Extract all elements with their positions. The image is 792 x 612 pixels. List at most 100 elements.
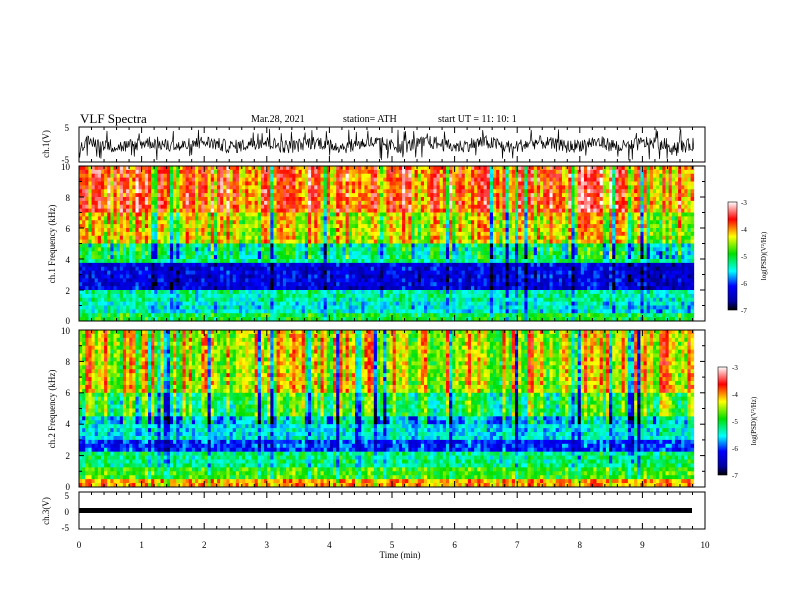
spectrogram-cell bbox=[267, 189, 271, 193]
spectrogram-cell bbox=[277, 220, 281, 224]
spectrogram-cell bbox=[154, 244, 158, 248]
spectrogram-cell bbox=[484, 255, 488, 259]
spectrogram-cell bbox=[593, 216, 597, 220]
spectrogram-cell bbox=[157, 197, 161, 201]
spectrogram-cell bbox=[95, 259, 99, 263]
spectrogram-cell bbox=[226, 255, 230, 259]
spectrogram-cell bbox=[405, 213, 409, 217]
spectrogram-cell bbox=[151, 182, 155, 186]
spectrogram-cell bbox=[622, 216, 626, 220]
spectrogram-cell bbox=[647, 213, 651, 217]
spectrogram-cell bbox=[201, 247, 205, 251]
spectrogram-cell bbox=[691, 205, 695, 209]
spectrogram-cell bbox=[449, 247, 453, 251]
spectrogram-cell bbox=[120, 209, 124, 213]
spectrogram-cell bbox=[117, 170, 121, 174]
spectrogram-cell bbox=[631, 224, 635, 228]
spectrogram-cell bbox=[85, 228, 89, 232]
spectrogram-cell bbox=[402, 170, 406, 174]
spectrogram-cell bbox=[446, 197, 450, 201]
spectrogram-cell bbox=[214, 201, 218, 205]
spectrogram-cell bbox=[245, 240, 249, 244]
spectrogram-cell bbox=[339, 244, 343, 248]
spectrogram-cell bbox=[289, 220, 293, 224]
spectrogram-cell bbox=[396, 170, 400, 174]
spectrogram-cell bbox=[499, 189, 503, 193]
spectrogram-cell bbox=[512, 213, 516, 217]
spectrogram-cell bbox=[615, 224, 619, 228]
spectrogram-cell bbox=[258, 170, 262, 174]
spectrogram-cell bbox=[302, 170, 306, 174]
spectrogram-cell bbox=[625, 213, 629, 217]
spectrogram-cell bbox=[371, 259, 375, 263]
spectrogram-cell bbox=[474, 205, 478, 209]
spectrogram-cell bbox=[659, 209, 663, 213]
spectrogram-cell bbox=[217, 259, 221, 263]
spectrogram-cell bbox=[352, 220, 356, 224]
spectrogram-cell bbox=[126, 205, 130, 209]
spectrogram-cell bbox=[349, 232, 353, 236]
spectrogram-cell bbox=[283, 244, 287, 248]
spectrogram-cell bbox=[88, 197, 92, 201]
spectrogram-cell bbox=[195, 174, 199, 178]
spectrogram-cell bbox=[330, 182, 334, 186]
spectrogram-cell bbox=[104, 251, 108, 255]
spectrogram-cell bbox=[433, 166, 437, 170]
spectrogram-cell bbox=[386, 255, 390, 259]
spectrogram-cell bbox=[691, 201, 695, 205]
spectrogram-cell bbox=[142, 255, 146, 259]
spectrogram-cell bbox=[305, 259, 309, 263]
spectrogram-cell bbox=[590, 185, 594, 189]
spectrogram-cell bbox=[157, 244, 161, 248]
spectrogram-cell bbox=[546, 174, 550, 178]
spectrogram-cell bbox=[302, 236, 306, 240]
spectrogram-cell bbox=[666, 259, 670, 263]
spectrogram-cell bbox=[568, 170, 572, 174]
spectrogram-cell bbox=[364, 240, 368, 244]
spectrogram-cell bbox=[201, 213, 205, 217]
spectrogram-cell bbox=[640, 185, 644, 189]
spectrogram-cell bbox=[211, 247, 215, 251]
spectrogram-cell bbox=[252, 259, 256, 263]
spectrogram-cell bbox=[424, 178, 428, 182]
spectrogram-cell bbox=[377, 178, 381, 182]
spectrogram-cell bbox=[571, 170, 575, 174]
spectrogram-cell bbox=[305, 182, 309, 186]
spectrogram-cell bbox=[327, 209, 331, 213]
spectrogram-cell bbox=[214, 170, 218, 174]
spectrogram-cell bbox=[587, 216, 591, 220]
spectrogram-cell bbox=[474, 213, 478, 217]
spectrogram-cell bbox=[653, 259, 657, 263]
spectrogram-cell bbox=[631, 216, 635, 220]
spectrogram-cell bbox=[565, 259, 569, 263]
spectrogram-cell bbox=[681, 259, 685, 263]
spectrogram-cell bbox=[625, 170, 629, 174]
spectrogram-cell bbox=[687, 178, 691, 182]
spectrogram-cell bbox=[289, 182, 293, 186]
spectrogram-cell bbox=[405, 216, 409, 220]
spectrogram-cell bbox=[339, 232, 343, 236]
spectrogram-cell bbox=[261, 201, 265, 205]
spectrogram-cell bbox=[634, 166, 638, 170]
spectrogram-cell bbox=[88, 259, 92, 263]
spectrogram-cell bbox=[618, 197, 622, 201]
spectrogram-cell bbox=[186, 220, 190, 224]
spectrogram-cell bbox=[430, 182, 434, 186]
spectrogram-cell bbox=[653, 201, 657, 205]
spectrogram-cell bbox=[477, 197, 481, 201]
spectrogram-cell bbox=[236, 259, 240, 263]
spectrogram-cell bbox=[556, 220, 560, 224]
spectrogram-cell bbox=[418, 251, 422, 255]
spectrogram-cell bbox=[499, 247, 503, 251]
spectrogram-cell bbox=[324, 182, 328, 186]
spectrogram-cell bbox=[258, 182, 262, 186]
spectrogram-cell bbox=[173, 170, 177, 174]
spectrogram-cell bbox=[509, 170, 513, 174]
spectrogram-cell bbox=[308, 213, 312, 217]
spectrogram-cell bbox=[283, 220, 287, 224]
spectrogram-cell bbox=[289, 185, 293, 189]
spectrogram-cell bbox=[628, 247, 632, 251]
spectrogram-cell bbox=[270, 182, 274, 186]
spectrogram-cell bbox=[597, 251, 601, 255]
spectrogram-cell bbox=[584, 209, 588, 213]
